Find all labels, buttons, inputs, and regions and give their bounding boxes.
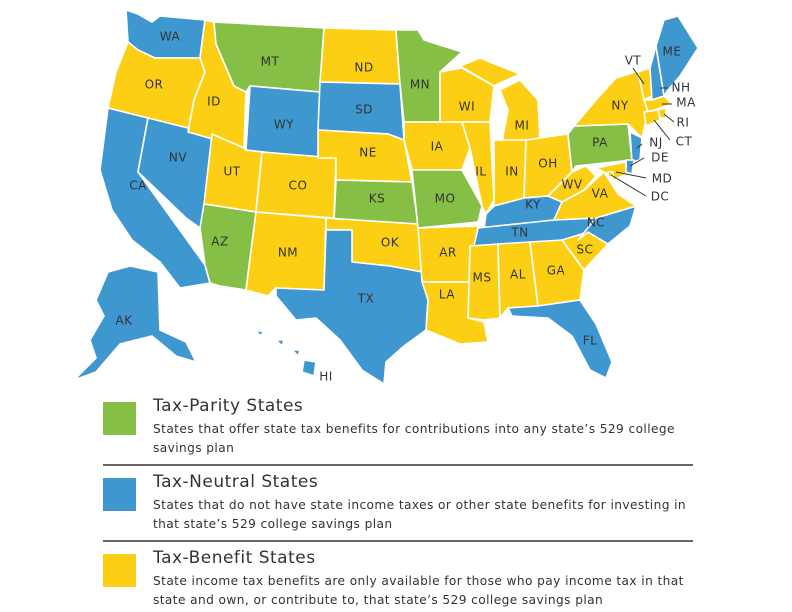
label-in: IN: [505, 165, 519, 179]
state-ma[interactable]: [643, 95, 673, 113]
state-nj[interactable]: [629, 131, 643, 163]
label-ny: NY: [611, 99, 628, 113]
tax-neutral-swatch: [103, 478, 136, 511]
state-tx[interactable]: [275, 229, 429, 385]
label-mt: MT: [261, 55, 280, 69]
label-va: VA: [592, 187, 609, 201]
label-id: ID: [207, 95, 221, 109]
label-wy: WY: [274, 118, 294, 132]
label-nh: NH: [672, 81, 691, 95]
state-mi-up[interactable]: [459, 57, 521, 87]
tax-parity-description: States that offer state tax benefits for…: [153, 422, 675, 455]
label-ne: NE: [359, 146, 377, 160]
state-nd[interactable]: [319, 27, 401, 85]
leader-lines: [610, 67, 675, 197]
label-mn: MN: [410, 78, 430, 92]
label-mo: MO: [435, 192, 456, 206]
label-me: ME: [663, 45, 682, 59]
legend-divider: [103, 540, 693, 542]
label-il: IL: [475, 165, 486, 179]
state-de[interactable]: [625, 159, 635, 175]
tax-benefit-title: Tax-Benefit States: [153, 548, 316, 568]
state-fl[interactable]: [507, 299, 613, 379]
tax-neutral-title: Tax-Neutral States: [153, 472, 319, 492]
tax-neutral-description: States that do not have state income tax…: [153, 498, 687, 531]
label-co: CO: [289, 179, 308, 193]
state-mi[interactable]: [499, 79, 541, 143]
label-sc: SC: [577, 243, 594, 257]
label-nc: NC: [587, 216, 605, 230]
label-ct: CT: [676, 135, 693, 149]
label-nv: NV: [169, 151, 187, 165]
label-wv: WV: [561, 178, 582, 192]
label-ar: AR: [439, 246, 457, 260]
state-hi[interactable]: [255, 329, 317, 377]
label-or: OR: [145, 78, 164, 92]
label-fl: FL: [583, 334, 598, 348]
state-md[interactable]: [595, 161, 627, 181]
label-ia: IA: [431, 140, 444, 154]
us-map: WA OR CA NV ID MT WY UT AZ CO NM ND SD N…: [73, 9, 699, 385]
label-al: AL: [510, 268, 526, 282]
label-oh: OH: [538, 157, 557, 171]
label-mi: MI: [515, 119, 530, 133]
tax-benefit-swatch: [103, 554, 136, 587]
label-hi: HI: [319, 370, 333, 384]
state-mo[interactable]: [411, 169, 483, 229]
label-vt: VT: [625, 54, 642, 68]
label-nd: ND: [354, 61, 373, 75]
label-ky: KY: [525, 198, 541, 212]
label-tn: TN: [510, 226, 528, 240]
label-ut: UT: [223, 165, 240, 179]
state-labels: WA OR CA NV ID MT WY UT AZ CO NM ND SD N…: [115, 30, 696, 384]
label-ak: AK: [115, 314, 133, 328]
label-nm: NM: [278, 246, 298, 260]
label-ks: KS: [369, 192, 386, 206]
label-ma: MA: [676, 96, 696, 110]
label-wi: WI: [459, 100, 475, 114]
label-nj: NJ: [649, 136, 663, 150]
label-ri: RI: [677, 116, 690, 130]
label-ms: MS: [473, 271, 492, 285]
state-ak[interactable]: [73, 265, 197, 381]
label-ga: GA: [547, 264, 566, 278]
label-sd: SD: [355, 103, 373, 117]
label-wa: WA: [160, 30, 181, 44]
state-ms[interactable]: [467, 243, 501, 321]
label-de: DE: [651, 151, 669, 165]
tax-benefit-description: State income tax benefits are only avail…: [153, 574, 684, 607]
label-la: LA: [439, 288, 455, 302]
label-md: MD: [652, 172, 673, 186]
label-pa: PA: [592, 136, 608, 150]
label-dc: DC: [651, 190, 670, 204]
label-tx: TX: [357, 292, 375, 306]
label-ca: CA: [129, 179, 147, 193]
state-me[interactable]: [655, 15, 699, 97]
legend-divider: [103, 464, 693, 466]
tax-parity-swatch: [103, 402, 136, 435]
label-ok: OK: [381, 236, 400, 250]
state-ct[interactable]: [643, 109, 661, 127]
state-ga[interactable]: [529, 239, 585, 307]
label-az: AZ: [211, 235, 228, 249]
tax-parity-title: Tax-Parity States: [153, 396, 304, 416]
